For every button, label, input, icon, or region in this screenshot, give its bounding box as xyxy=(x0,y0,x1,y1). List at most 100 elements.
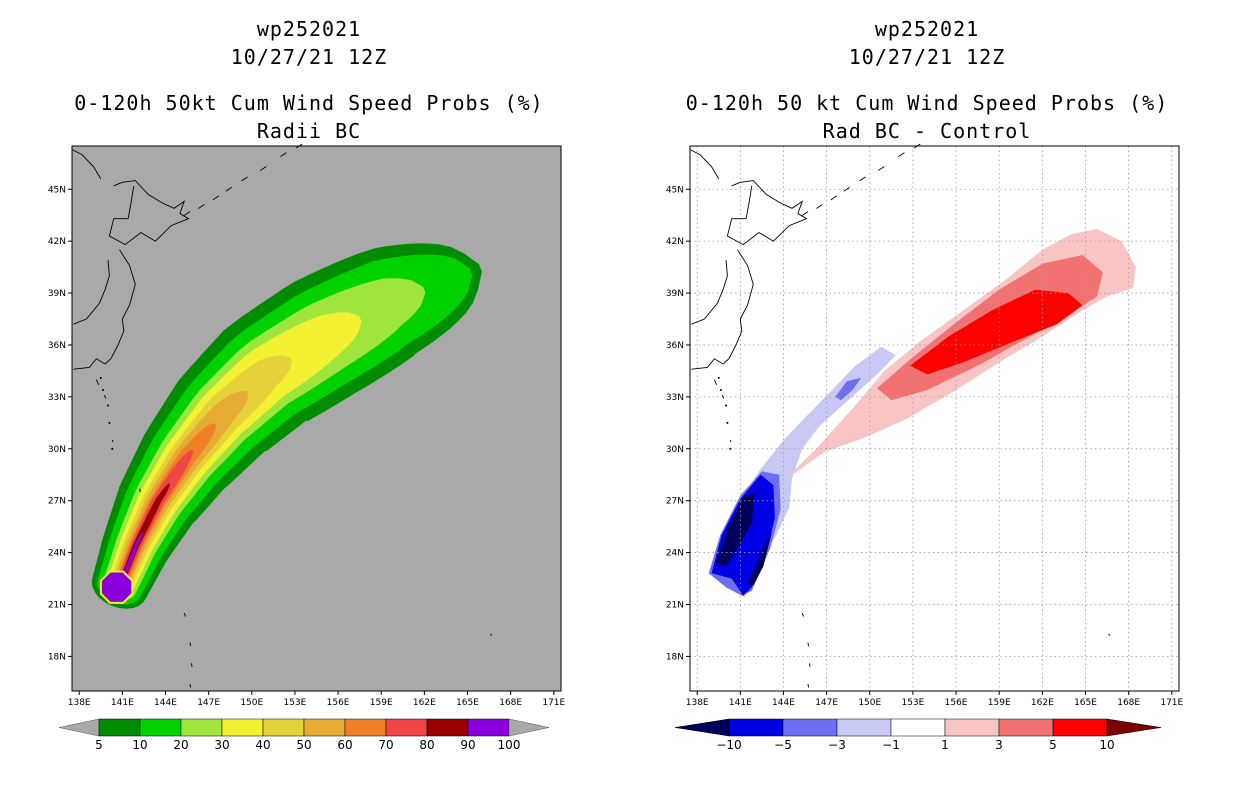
coastline xyxy=(726,180,808,246)
kuril-island xyxy=(260,166,267,171)
y-tick-label: 39N xyxy=(666,289,684,299)
coastline xyxy=(713,379,718,385)
coastline xyxy=(190,663,193,667)
y-tick-label: 24N xyxy=(48,549,66,559)
x-tick-label: 171E xyxy=(1160,698,1183,708)
x-tick-label: 153E xyxy=(283,698,306,708)
left-chart-panel: wp252021 10/27/21 12Z 0-120h 50kt Cum Wi… xyxy=(48,17,566,752)
colorbar-label: −1 xyxy=(882,738,900,752)
colorbar-swatch xyxy=(998,718,1054,737)
right-chart-subtitle: Rad BC - Control xyxy=(822,119,1032,143)
kuril-island xyxy=(843,186,851,192)
y-tick-label: 21N xyxy=(666,600,684,610)
colorbar-label: 100 xyxy=(498,738,521,752)
left-chart-subtitle: Radii BC xyxy=(256,119,362,143)
x-tick-label: 153E xyxy=(901,698,924,708)
kuril-island xyxy=(241,176,248,182)
difference-field xyxy=(708,229,1136,598)
coastline xyxy=(139,488,141,493)
colorbar-label: 5 xyxy=(1049,738,1057,752)
y-tick-label: 45N xyxy=(666,185,684,195)
coastline xyxy=(189,642,192,647)
coastline xyxy=(108,180,190,246)
colorbar-label: 80 xyxy=(419,738,434,752)
contour-band-50 xyxy=(111,391,248,594)
izu-island xyxy=(724,404,727,407)
plot-frame xyxy=(689,145,1180,692)
x-tick-label: 150E xyxy=(858,698,881,708)
colorbar-swatch xyxy=(467,718,510,737)
coastline xyxy=(189,683,192,688)
y-tick-label: 21N xyxy=(48,600,66,610)
y-tick-label: 27N xyxy=(666,497,684,507)
x-tick-label: 150E xyxy=(240,698,263,708)
coastline xyxy=(103,394,107,399)
colorbar-over-arrow xyxy=(508,718,550,737)
y-tick-label: 36N xyxy=(48,341,66,351)
colorbar-swatch xyxy=(728,718,784,737)
x-tick-label: 171E xyxy=(542,698,565,708)
left-chart-title: 0-120h 50kt Cum Wind Speed Probs (%) xyxy=(74,91,544,115)
contour-band-20 xyxy=(102,278,426,601)
colorbar-label: 30 xyxy=(214,738,229,752)
x-tick-label: 156E xyxy=(327,698,350,708)
x-tick-label: 144E xyxy=(154,698,177,708)
colorbar-swatch xyxy=(836,718,892,737)
right-date: 10/27/21 12Z xyxy=(848,45,1006,69)
colorbar-label: 1 xyxy=(941,738,949,752)
right-chart-panel: wp252021 10/27/21 12Z 0-120h 50 kt Cum W… xyxy=(618,0,1236,800)
colorbar-swatch xyxy=(782,718,838,737)
colorbar-swatch xyxy=(98,718,141,737)
izu-island xyxy=(101,388,104,391)
y-tick-label: 24N xyxy=(666,549,684,559)
izu-island xyxy=(111,447,114,450)
colorbar-label: 70 xyxy=(378,738,393,752)
y-tick-label: 33N xyxy=(666,393,684,403)
colorbar-label: 3 xyxy=(995,738,1003,752)
x-tick-label: 147E xyxy=(197,698,220,708)
coastline xyxy=(183,612,187,617)
colorbar-swatch xyxy=(426,718,469,737)
probability-swath xyxy=(91,243,482,609)
colorbar-swatch xyxy=(344,718,387,737)
coastline xyxy=(757,488,759,493)
negative-region xyxy=(835,377,862,401)
y-tick-label: 39N xyxy=(48,289,66,299)
x-tick-label: 141E xyxy=(111,698,134,708)
coastline xyxy=(801,612,805,617)
colorbar-swatch xyxy=(221,718,264,737)
kuril-island xyxy=(280,152,287,158)
colorbar-swatch xyxy=(944,718,1000,737)
coastline xyxy=(71,149,102,180)
y-tick-label: 33N xyxy=(48,393,66,403)
izu-island xyxy=(99,376,102,379)
x-tick-label: 165E xyxy=(456,698,479,708)
x-tick-label: 159E xyxy=(370,698,393,708)
negative-region xyxy=(747,531,772,586)
colorbar-swatch xyxy=(262,718,305,737)
kuril-island xyxy=(859,176,866,182)
colorbar-label: 50 xyxy=(296,738,311,752)
y-tick-label: 30N xyxy=(666,445,684,455)
colorbar-label: −5 xyxy=(774,738,792,752)
right-storm-id: wp252021 xyxy=(874,17,980,41)
colorbar-swatch xyxy=(303,718,346,737)
colorbar-swatch xyxy=(890,718,946,737)
contour-band-40 xyxy=(109,355,292,596)
y-tick-label: 27N xyxy=(48,497,66,507)
x-tick-label: 159E xyxy=(988,698,1011,708)
colorbar-label: 5 xyxy=(95,738,103,752)
coastline xyxy=(1108,633,1111,636)
right-colorbar: −10 −5 −3 −1 1 3 5 10 xyxy=(674,718,1162,752)
coastline xyxy=(807,683,810,688)
left-map-plot: 138E 141E 144E 147E 150E 153E 156E 159E 162E 165E… xyxy=(48,143,566,752)
y-tick-label: 42N xyxy=(666,237,684,247)
left-date: 10/27/21 12Z xyxy=(230,45,388,69)
max-probability-core xyxy=(99,570,134,604)
x-tick-label: 147E xyxy=(815,698,838,708)
kuril-island xyxy=(816,204,823,209)
coastline xyxy=(691,260,728,325)
x-tick-label: 144E xyxy=(772,698,795,708)
coastline xyxy=(691,249,754,370)
y-tick-label: 18N xyxy=(48,652,66,662)
